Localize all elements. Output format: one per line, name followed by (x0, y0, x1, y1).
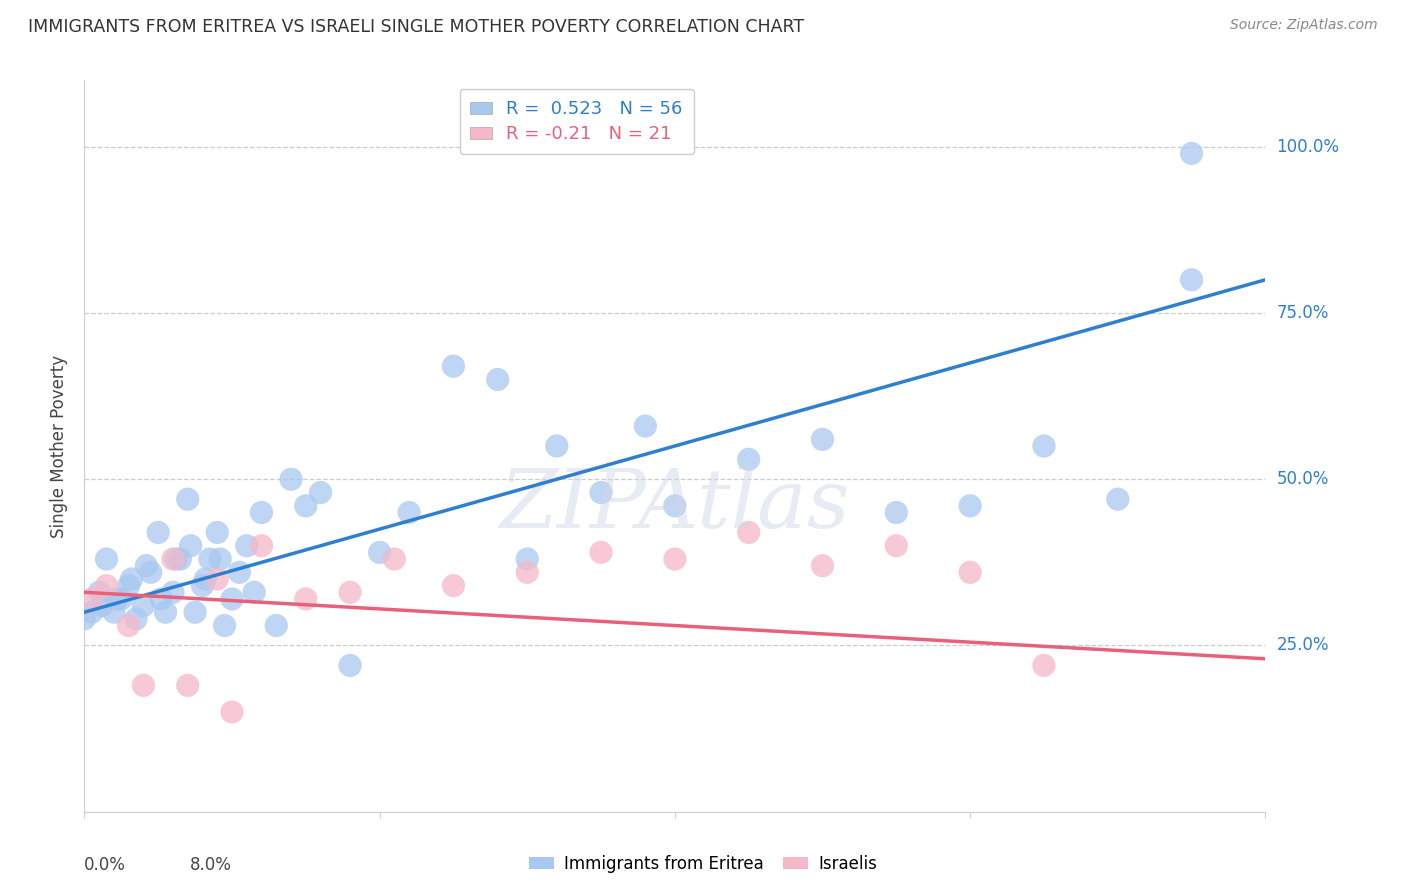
Point (591, 545, 613, 559)
Text: ZIPAtlas: ZIPAtlas (499, 465, 851, 544)
Point (177, 492, 200, 507)
Point (91, 599, 114, 613)
Point (118, 579, 141, 593)
Point (165, 552, 187, 566)
Point (150, 591, 173, 606)
Point (80, 591, 103, 606)
Point (441, 579, 464, 593)
Point (591, 485, 613, 500)
Point (214, 618, 236, 632)
Point (148, 525, 170, 540)
Point (811, 433, 834, 447)
Y-axis label: Single Mother Poverty: Single Mother Poverty (51, 354, 69, 538)
Point (121, 572, 143, 586)
Text: IMMIGRANTS FROM ERITREA VS ISRAELI SINGLE MOTHER POVERTY CORRELATION CHART: IMMIGRANTS FROM ERITREA VS ISRAELI SINGL… (28, 18, 804, 36)
Point (959, 566, 981, 580)
Point (1180, 146, 1202, 161)
Point (132, 599, 155, 613)
Point (516, 552, 538, 566)
Point (191, 579, 214, 593)
Point (959, 499, 981, 513)
Point (118, 618, 141, 632)
Point (139, 566, 162, 580)
Point (103, 605, 125, 619)
Point (382, 552, 406, 566)
Point (221, 591, 243, 606)
Point (664, 552, 686, 566)
Point (221, 705, 243, 719)
Point (205, 572, 228, 586)
Point (280, 472, 302, 486)
Point (664, 499, 686, 513)
Point (80, 605, 103, 619)
Point (1107, 492, 1129, 507)
Point (228, 566, 250, 580)
Point (738, 452, 761, 467)
Point (105, 591, 128, 606)
Point (205, 525, 228, 540)
Point (546, 439, 568, 453)
Point (235, 539, 259, 553)
Point (162, 552, 184, 566)
Point (184, 605, 207, 619)
Point (250, 539, 273, 553)
Point (295, 499, 318, 513)
Point (169, 552, 191, 566)
Legend: Immigrants from Eritrea, Israelis: Immigrants from Eritrea, Israelis (522, 848, 884, 880)
Point (738, 525, 761, 540)
Point (73, 612, 96, 626)
Point (309, 485, 332, 500)
Point (162, 585, 184, 599)
Point (243, 585, 266, 599)
Point (264, 618, 288, 632)
Point (155, 605, 177, 619)
Point (886, 539, 908, 553)
Point (96, 579, 118, 593)
Point (198, 552, 221, 566)
Point (1032, 658, 1054, 673)
Point (110, 591, 132, 606)
Point (132, 678, 155, 692)
Point (250, 506, 273, 520)
Point (125, 612, 148, 626)
Point (96, 552, 118, 566)
Point (135, 558, 157, 573)
Point (295, 591, 318, 606)
Text: 25.0%: 25.0% (1277, 637, 1329, 655)
Point (209, 552, 232, 566)
Point (177, 678, 200, 692)
Point (1032, 439, 1054, 453)
Text: 75.0%: 75.0% (1277, 304, 1329, 322)
Text: Source: ZipAtlas.com: Source: ZipAtlas.com (1230, 18, 1378, 32)
Text: 0.0%: 0.0% (84, 855, 127, 873)
Point (339, 658, 361, 673)
Point (87, 585, 111, 599)
Point (634, 419, 657, 434)
Text: 8.0%: 8.0% (190, 855, 232, 873)
Point (398, 506, 420, 520)
Point (339, 585, 361, 599)
Point (180, 539, 202, 553)
Legend: R =  0.523   N = 56, R = -0.21   N = 21: R = 0.523 N = 56, R = -0.21 N = 21 (460, 89, 693, 154)
Point (1180, 273, 1202, 287)
Point (194, 572, 217, 586)
Point (811, 558, 834, 573)
Point (368, 545, 391, 559)
Text: 100.0%: 100.0% (1277, 137, 1340, 156)
Point (486, 372, 509, 386)
Point (886, 506, 908, 520)
Point (516, 566, 538, 580)
Text: 50.0%: 50.0% (1277, 470, 1329, 488)
Point (441, 359, 464, 374)
